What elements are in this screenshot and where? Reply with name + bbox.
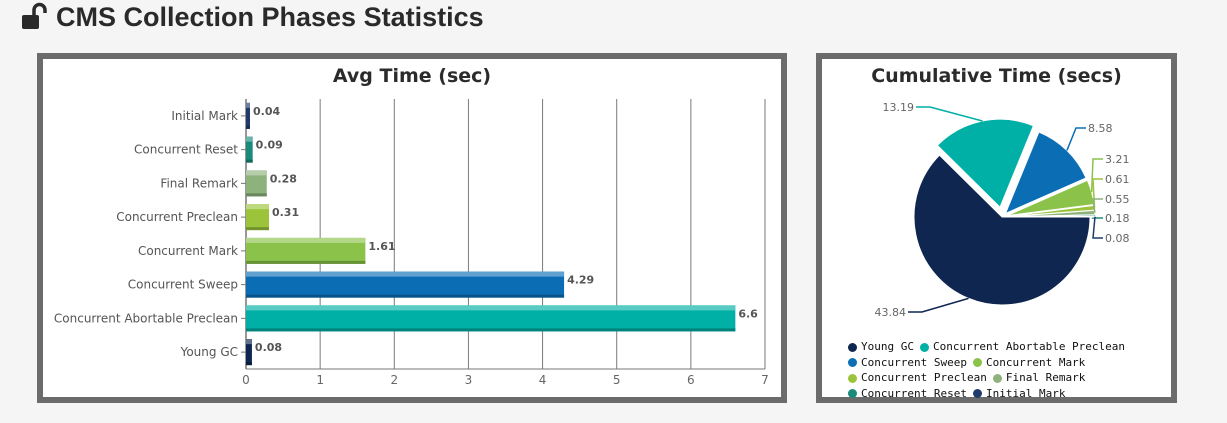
x-tick-label: 2 xyxy=(390,373,398,387)
pie-leader-line xyxy=(1090,158,1103,193)
x-tick-label: 0 xyxy=(242,373,250,387)
bar xyxy=(246,204,269,231)
avg-time-chart-panel: 0 1 2 3 4 5 6 7 Initial Mark 0.04 Concurrent Reset… xyxy=(37,53,787,403)
x-tick-label: 7 xyxy=(761,373,769,387)
bar xyxy=(246,305,736,332)
legend-swatch xyxy=(848,342,857,352)
pie-legend: Young GC Concurrent Abortable Preclean Con… xyxy=(848,340,1168,402)
category-label: Concurrent Sweep xyxy=(128,278,238,292)
legend-swatch xyxy=(848,358,857,367)
pie-leader-line xyxy=(1066,127,1086,151)
pie-leader-line xyxy=(908,297,969,313)
x-tick-label: 3 xyxy=(465,373,473,387)
bar-value-label: 6.6 xyxy=(738,307,758,320)
legend-label: Final Remark xyxy=(1005,371,1086,384)
legend-item: Final Remark xyxy=(992,371,1086,385)
bar-value-label: 0.08 xyxy=(255,341,282,354)
pie-value-label: 3.21 xyxy=(1105,153,1130,166)
pie-value-label: 0.61 xyxy=(1105,173,1130,186)
legend-label: Concurrent Abortable Preclean xyxy=(932,340,1126,353)
x-tick-label: 4 xyxy=(539,373,547,387)
legend-item: Concurrent Sweep xyxy=(848,356,967,370)
cumulative-time-pie-chart: 43.84 13.19 8.58 3.21 0.61 0.55 0.18 0.08 xyxy=(875,101,1130,319)
cumulative-time-chart-panel: 43.84 13.19 8.58 3.21 0.61 0.55 0.18 0.08 Cumul… xyxy=(816,53,1177,403)
legend-label: Concurrent Preclean xyxy=(861,371,987,384)
legend-swatch xyxy=(919,342,929,352)
bar xyxy=(246,271,565,298)
legend-label: Concurrent Sweep xyxy=(861,355,967,369)
pie-chart-title: Cumulative Time (secs) xyxy=(871,65,1122,87)
legend-swatch xyxy=(972,358,982,367)
pie-slice xyxy=(1006,215,1096,218)
category-label: Concurrent Mark xyxy=(138,244,238,258)
legend-label: Concurrent Reset xyxy=(861,386,967,400)
x-tick-label: 5 xyxy=(613,373,621,387)
legend-label: Concurrent Mark xyxy=(985,355,1086,369)
pie-value-label: 13.19 xyxy=(883,101,915,114)
pie-leader-line xyxy=(916,106,983,122)
x-tick-label: 1 xyxy=(316,373,324,387)
pie-value-label: 0.08 xyxy=(1105,232,1130,245)
legend-swatch xyxy=(848,389,857,398)
pie-leader-line xyxy=(1092,178,1103,208)
bar-value-label: 0.04 xyxy=(253,105,280,118)
page-title: CMS Collection Phases Statistics xyxy=(56,1,484,32)
bar-value-label: 1.61 xyxy=(368,240,395,253)
category-label: Concurrent Abortable Preclean xyxy=(54,311,238,325)
bar xyxy=(246,136,253,163)
bar xyxy=(246,102,250,129)
unlock-icon xyxy=(22,2,47,29)
bar xyxy=(246,339,252,366)
legend-item: Initial Mark xyxy=(972,386,1066,401)
legend-swatch xyxy=(992,373,1002,383)
pie-leader-line xyxy=(1092,198,1103,213)
avg-time-bar-chart: 0 1 2 3 4 5 6 7 Initial Mark 0.04 Concurrent Reset… xyxy=(54,99,769,387)
legend-item: Concurrent Abortable Preclean xyxy=(919,340,1126,354)
pie-value-label: 8.58 xyxy=(1088,122,1113,135)
page-heading: CMS Collection Phases Statistics xyxy=(20,0,484,34)
pie-value-label: 0.55 xyxy=(1105,193,1130,206)
category-label: Young GC xyxy=(180,345,238,359)
category-label: Initial Mark xyxy=(171,109,238,123)
pie-slice xyxy=(1004,131,1087,215)
bar-value-label: 4.29 xyxy=(567,274,594,287)
bar xyxy=(246,237,366,264)
pie-slice xyxy=(913,154,1091,306)
legend-swatch xyxy=(972,389,982,398)
pie-slice xyxy=(936,118,1035,209)
legend-item: Concurrent Preclean xyxy=(848,371,987,385)
category-label: Concurrent Preclean xyxy=(116,210,238,224)
bar-value-label: 0.31 xyxy=(272,206,299,219)
legend-label: Young GC xyxy=(861,340,914,353)
legend-item: Concurrent Reset xyxy=(848,387,967,401)
legend-item: Young GC xyxy=(848,340,914,354)
category-label: Concurrent Reset xyxy=(134,143,238,157)
legend-swatch xyxy=(848,373,857,383)
pie-leader-line xyxy=(1092,216,1103,239)
pie-value-label: 43.84 xyxy=(875,306,907,319)
bar-chart-title: Avg Time (sec) xyxy=(332,65,492,87)
legend-label: Initial Mark xyxy=(985,386,1066,400)
category-label: Final Remark xyxy=(160,176,238,190)
pie-value-label: 0.18 xyxy=(1105,212,1130,225)
legend-item: Concurrent Mark xyxy=(972,355,1086,370)
bar-value-label: 0.09 xyxy=(256,139,283,152)
bar xyxy=(246,170,267,197)
bar-value-label: 0.28 xyxy=(270,172,297,185)
x-tick-label: 6 xyxy=(687,373,695,387)
